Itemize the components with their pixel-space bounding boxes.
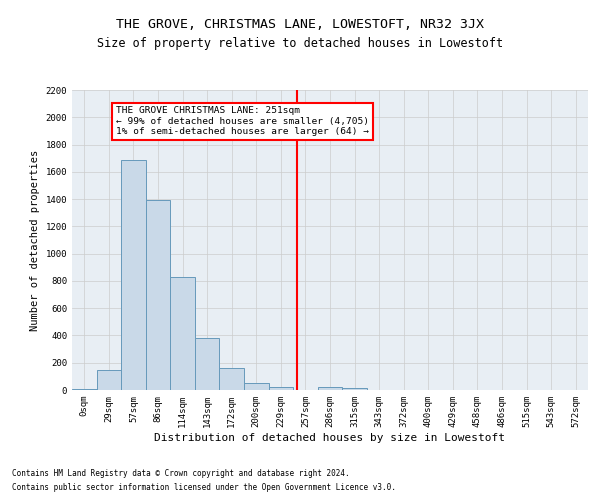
Bar: [220, 368, 244, 390]
Text: Contains HM Land Registry data © Crown copyright and database right 2024.: Contains HM Land Registry data © Crown c…: [12, 468, 350, 477]
Bar: [97, 370, 121, 390]
Text: THE GROVE CHRISTMAS LANE: 251sqm
← 99% of detached houses are smaller (4,705)
1%: THE GROVE CHRISTMAS LANE: 251sqm ← 99% o…: [116, 106, 369, 136]
Text: Size of property relative to detached houses in Lowestoft: Size of property relative to detached ho…: [97, 38, 503, 51]
Bar: [72, 388, 97, 390]
Bar: [269, 386, 293, 390]
X-axis label: Distribution of detached houses by size in Lowestoft: Distribution of detached houses by size …: [155, 432, 505, 442]
Bar: [195, 338, 220, 390]
Bar: [342, 388, 367, 390]
Y-axis label: Number of detached properties: Number of detached properties: [30, 150, 40, 330]
Text: Contains public sector information licensed under the Open Government Licence v3: Contains public sector information licen…: [12, 484, 396, 492]
Bar: [318, 386, 342, 390]
Bar: [244, 382, 269, 390]
Text: THE GROVE, CHRISTMAS LANE, LOWESTOFT, NR32 3JX: THE GROVE, CHRISTMAS LANE, LOWESTOFT, NR…: [116, 18, 484, 30]
Bar: [121, 160, 146, 390]
Bar: [170, 277, 195, 390]
Bar: [146, 200, 170, 390]
